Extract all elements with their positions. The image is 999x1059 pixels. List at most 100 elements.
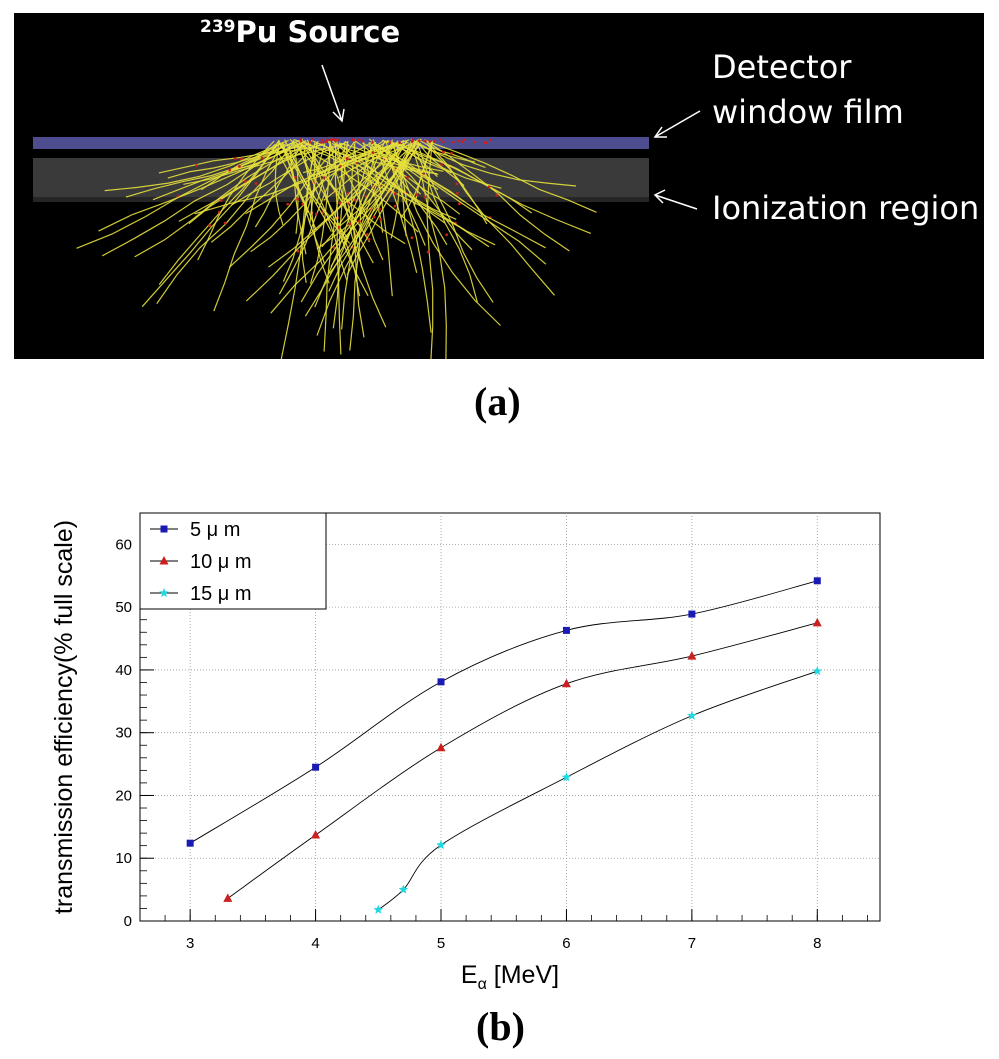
track-hit-point	[457, 202, 461, 206]
alpha-track	[158, 144, 325, 174]
caption-a: (a)	[474, 379, 521, 424]
x-axis-label: Eα [MeV]	[461, 961, 559, 993]
track-hit-point	[487, 185, 491, 189]
alpha-tracks	[76, 138, 597, 359]
x-tick-label: 3	[186, 935, 194, 952]
track-hit-point	[338, 201, 342, 205]
legend-marker	[159, 556, 169, 565]
track-hit-point	[483, 141, 487, 144]
simulation-image: 239Pu Source Detector window film Ioniza…	[14, 13, 984, 359]
source-arrow-shaft	[321, 64, 343, 122]
track-hit-point	[441, 150, 445, 154]
track-hit-point	[473, 140, 477, 144]
track-hit-point	[228, 168, 232, 172]
track-hit-point	[417, 139, 421, 143]
y-tick-label: 20	[115, 787, 132, 804]
alpha-track	[329, 140, 387, 328]
track-hit-point	[372, 215, 376, 219]
track-hit-point	[460, 140, 464, 144]
y-tick-label: 40	[115, 662, 132, 679]
alpha-track	[411, 141, 476, 163]
track-hit-point	[353, 198, 357, 202]
track-hit-point	[457, 139, 461, 143]
alpha-track	[424, 139, 570, 252]
track-hit-point	[335, 138, 339, 142]
x-tick-label: 6	[562, 935, 570, 952]
track-hit-point	[393, 192, 397, 196]
alpha-track	[368, 142, 393, 297]
x-axis-ticks: 3 4 5 6 7 8	[139, 909, 868, 952]
simulation-graphic	[14, 13, 984, 359]
x-axis-label-sub: α	[478, 976, 487, 993]
track-hit-point	[350, 138, 354, 142]
track-hit-point	[410, 140, 414, 143]
alpha-track	[358, 138, 422, 244]
source-label-text: Pu Source	[235, 15, 401, 49]
track-hit-point	[243, 180, 247, 183]
alpha-track	[350, 139, 365, 338]
data-point-series-2	[311, 830, 321, 839]
track-hit-point	[348, 222, 352, 226]
alpha-track	[326, 139, 384, 261]
track-hit-point	[361, 139, 365, 143]
track-hit-point	[398, 141, 401, 145]
alpha-track	[338, 143, 421, 228]
track-hit-point	[371, 141, 374, 144]
alpha-track	[321, 140, 375, 248]
data-point-series-1	[688, 610, 696, 618]
alpha-track	[288, 144, 307, 255]
alpha-track	[278, 142, 332, 232]
legend-label: 5 μ m	[190, 519, 240, 541]
ionization-arrow-head	[653, 189, 666, 204]
alpha-track	[282, 141, 327, 282]
track-hit-point	[320, 141, 323, 144]
alpha-track	[392, 143, 501, 326]
track-hit-point	[329, 138, 332, 142]
data-point-series-2	[223, 893, 233, 902]
track-hit-point	[393, 204, 397, 208]
track-hit-point	[440, 163, 444, 167]
caption-b: (b)	[476, 1004, 525, 1049]
track-hit-point	[371, 151, 375, 155]
data-point-series-3	[812, 666, 822, 676]
track-hit-point	[308, 141, 312, 144]
track-hit-point	[234, 157, 237, 161]
alpha-track	[330, 141, 377, 267]
track-hit-point	[495, 193, 499, 197]
track-hit-point	[432, 139, 436, 143]
y-tick-label: 30	[115, 725, 132, 742]
alpha-track	[289, 138, 406, 245]
alpha-track	[334, 143, 342, 355]
data-point-series-1	[562, 626, 570, 634]
alpha-track	[296, 143, 361, 297]
alpha-track	[328, 144, 412, 274]
track-hit-point	[410, 236, 414, 240]
track-hit-point	[463, 138, 467, 141]
track-hit-point	[208, 224, 212, 227]
alpha-track	[392, 142, 432, 333]
track-hit-point	[367, 237, 371, 241]
alpha-track	[341, 139, 394, 330]
track-hit-point	[445, 233, 449, 237]
track-hit-point	[405, 176, 409, 179]
alpha-track	[324, 143, 410, 223]
series-line-1	[189, 580, 818, 844]
alpha-track	[303, 144, 330, 284]
track-hit-point	[379, 217, 383, 221]
data-point-series-1	[437, 678, 445, 686]
alpha-track	[314, 140, 386, 308]
alpha-track	[125, 141, 294, 198]
alpha-track	[409, 141, 447, 359]
track-hit-point	[325, 139, 329, 143]
alpha-track	[349, 143, 362, 351]
data-point-series-3	[398, 884, 409, 894]
data-point-series-2	[687, 651, 697, 660]
source-isotope-number: 239	[200, 17, 236, 37]
track-hit-point	[455, 182, 459, 186]
track-hit-point	[388, 141, 392, 144]
x-axis-label-main: E	[461, 961, 478, 989]
legend: 5 μ m 10 μ m 15 μ m	[139, 512, 327, 610]
track-hit-point	[311, 138, 314, 141]
data-point-series-1	[312, 763, 320, 771]
alpha-track	[141, 144, 278, 308]
